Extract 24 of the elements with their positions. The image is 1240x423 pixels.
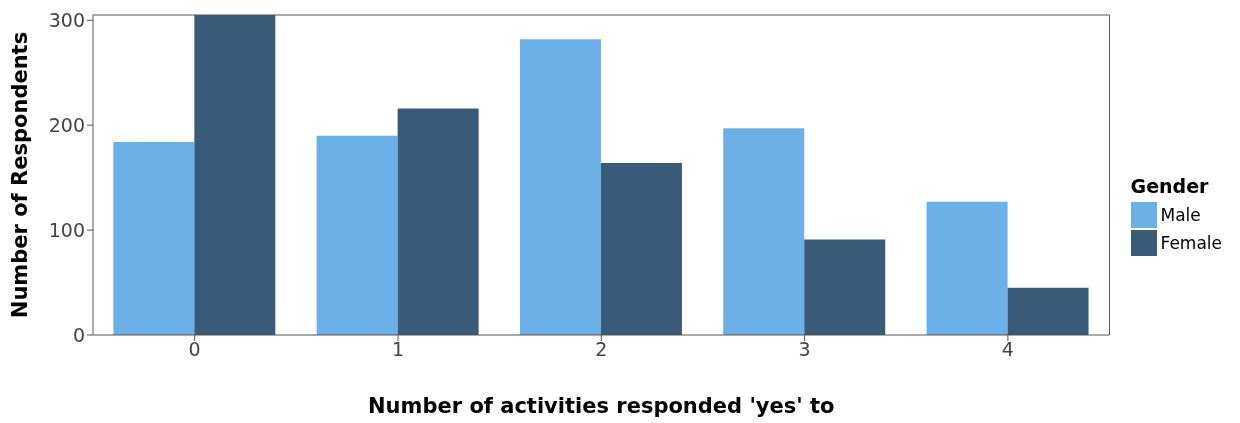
bar <box>723 128 805 335</box>
bar <box>397 108 479 335</box>
bar <box>519 39 601 335</box>
bar <box>194 15 276 335</box>
bar <box>1007 287 1089 335</box>
legend-label: Male <box>1159 203 1202 227</box>
y-tick-label: 100 <box>48 218 85 241</box>
y-tick-label: 200 <box>48 113 85 136</box>
bar <box>926 201 1008 335</box>
legend-title: Gender <box>1130 174 1210 197</box>
x-axis-title: Number of activities responded 'yes' to <box>368 394 835 418</box>
y-tick-label: 300 <box>48 8 85 31</box>
bar <box>804 239 886 335</box>
x-tick-label: 2 <box>595 338 608 361</box>
y-axis-title: Number of Respondents <box>8 31 33 319</box>
x-tick-label: 3 <box>798 338 811 361</box>
legend-label: Female <box>1159 231 1222 255</box>
y-tick-label: 0 <box>72 323 85 346</box>
x-tick-label: 4 <box>1001 338 1014 361</box>
bar <box>316 135 398 335</box>
x-tick-label: 1 <box>391 338 405 361</box>
bar <box>113 141 195 335</box>
bar <box>600 162 682 335</box>
x-tick-label: 0 <box>188 338 201 361</box>
